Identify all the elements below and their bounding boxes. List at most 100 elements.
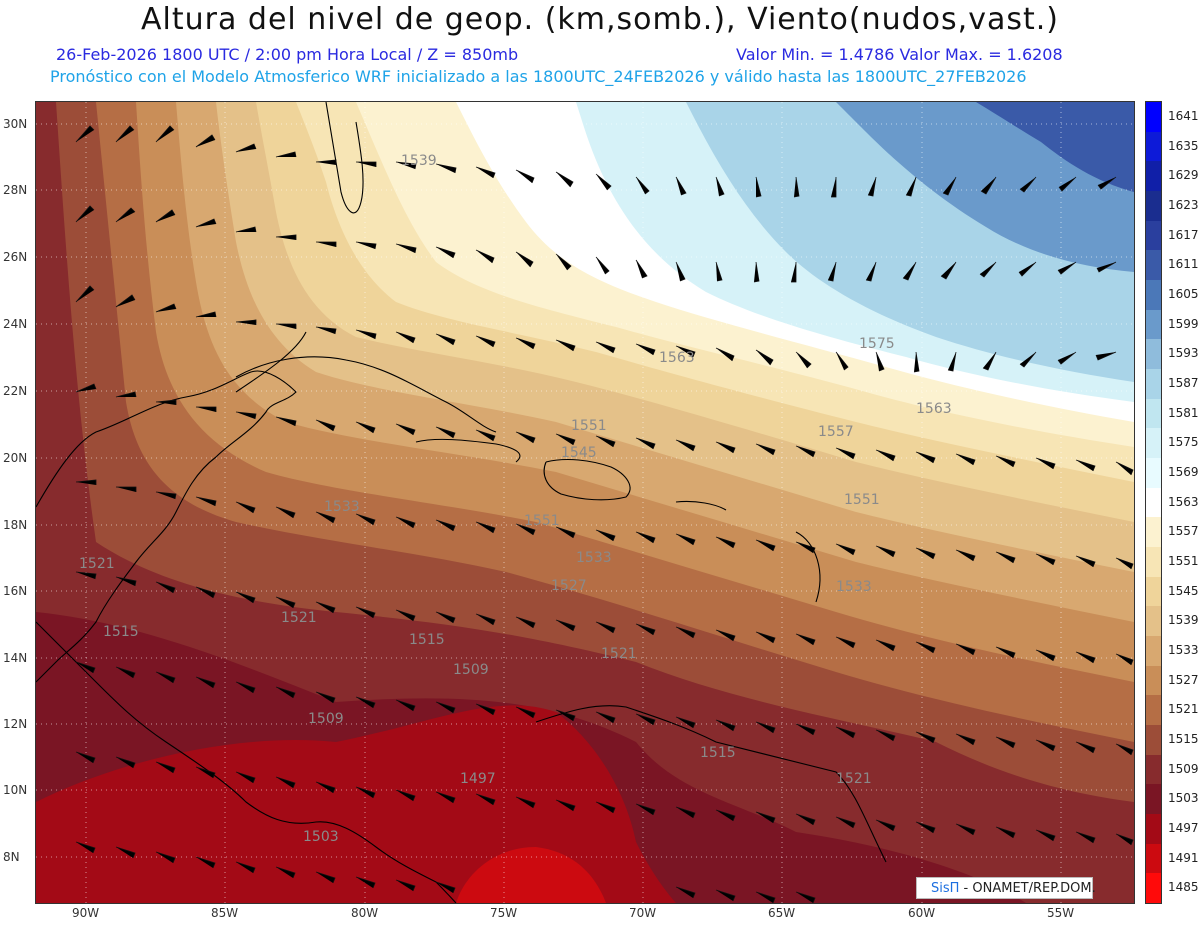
valid-time-info: 26-Feb-2026 1800 UTC / 2:00 pm Hora Loca… — [56, 45, 519, 64]
legend-level-label: 1611 — [1168, 257, 1199, 272]
legend-swatch — [1146, 725, 1161, 756]
contour-label: 1509 — [453, 662, 489, 678]
legend-swatch — [1146, 576, 1161, 607]
geopotential-map-svg: 1539 1563 1575 1563 1557 1551 1545 1551 … — [36, 102, 1134, 903]
lat-label: 12N — [3, 717, 28, 731]
legend-swatch — [1146, 191, 1161, 222]
contour-label: 1521 — [601, 646, 637, 662]
legend-level-label: 1641 — [1168, 108, 1199, 123]
legend-level-label: 1557 — [1168, 524, 1199, 539]
legend-swatch — [1146, 695, 1161, 726]
legend-level-label: 1509 — [1168, 761, 1199, 776]
contour-label: 1527 — [551, 578, 587, 594]
legend-level-label: 1575 — [1168, 435, 1199, 450]
lat-label: 18N — [3, 518, 28, 532]
lat-label: 30N — [3, 117, 28, 131]
contour-label: 1557 — [818, 424, 854, 440]
contour-label: 1563 — [659, 350, 695, 366]
legend-level-label: 1593 — [1168, 346, 1199, 361]
contour-label: 1521 — [281, 610, 317, 626]
lat-label: 24N — [3, 317, 28, 331]
lon-label: 85W — [211, 906, 239, 920]
contour-label: 1533 — [576, 550, 612, 566]
contour-label: 1539 — [401, 153, 437, 169]
legend-swatch — [1146, 102, 1161, 133]
legend-swatch — [1146, 161, 1161, 192]
legend-swatch — [1146, 873, 1161, 904]
legend-swatch — [1146, 369, 1161, 400]
legend-level-label: 1527 — [1168, 672, 1199, 687]
lat-label: 14N — [3, 651, 28, 665]
legend-level-label: 1551 — [1168, 553, 1199, 568]
coastlines — [36, 102, 887, 903]
contour-label: 1575 — [859, 336, 895, 352]
lon-label: 65W — [768, 906, 796, 920]
lon-label: 80W — [351, 906, 379, 920]
contour-label: 1563 — [916, 401, 952, 417]
graticule — [36, 102, 1134, 903]
contour-label: 1515 — [409, 632, 445, 648]
contour-label: 1521 — [79, 556, 115, 572]
contour-label: 1533 — [836, 579, 872, 595]
legend-level-label: 1623 — [1168, 197, 1199, 212]
contour-label: 1533 — [324, 499, 360, 515]
color-legend — [1145, 101, 1162, 904]
legend-level-label: 1497 — [1168, 820, 1199, 835]
lat-label: 26N — [3, 250, 28, 264]
legend-swatch — [1146, 131, 1161, 162]
contour-label: 1509 — [308, 711, 344, 727]
band-1491 — [456, 847, 606, 903]
legend-swatch — [1146, 339, 1161, 370]
lon-label: 70W — [629, 906, 657, 920]
contour-label: 1551 — [844, 492, 880, 508]
legend-swatch — [1146, 636, 1161, 667]
legend-swatch — [1146, 280, 1161, 311]
band-1605 — [976, 102, 1134, 192]
lon-label: 90W — [72, 906, 100, 920]
contour-label: 1551 — [524, 513, 560, 529]
lon-label: 55W — [1047, 906, 1075, 920]
brand-logo: SisΠ — [931, 881, 960, 896]
credit-box: SisΠ - ONAMET/REP.DOM. — [916, 877, 1096, 899]
legend-swatch — [1146, 754, 1161, 785]
legend-level-label: 1485 — [1168, 880, 1199, 895]
legend-swatch — [1146, 784, 1161, 815]
legend-level-label: 1563 — [1168, 494, 1199, 509]
legend-level-label: 1599 — [1168, 316, 1199, 331]
lon-label: 60W — [908, 906, 936, 920]
contour-label: 1497 — [460, 771, 496, 787]
legend-swatch — [1146, 309, 1161, 340]
legend-swatch — [1146, 665, 1161, 696]
credit-text: - ONAMET/REP.DOM. — [959, 881, 1096, 896]
legend-level-label: 1581 — [1168, 405, 1199, 420]
contour-label: 1545 — [561, 445, 597, 461]
lat-label: 8N — [3, 850, 20, 864]
legend-level-label: 1587 — [1168, 375, 1199, 390]
contour-label: 1521 — [836, 771, 872, 787]
legend-level-label: 1629 — [1168, 168, 1199, 183]
lat-label: 22N — [3, 384, 28, 398]
legend-swatch — [1146, 547, 1161, 578]
legend-swatch — [1146, 398, 1161, 429]
lat-label: 28N — [3, 183, 28, 197]
legend-swatch — [1146, 517, 1161, 548]
contour-label: 1503 — [303, 829, 339, 845]
contour-labels: 1539 1563 1575 1563 1557 1551 1545 1551 … — [79, 153, 952, 845]
legend-level-label: 1545 — [1168, 583, 1199, 598]
legend-swatch — [1146, 814, 1161, 845]
legend-swatch — [1146, 220, 1161, 251]
legend-level-label: 1605 — [1168, 286, 1199, 301]
legend-level-label: 1521 — [1168, 702, 1199, 717]
contour-label: 1551 — [571, 418, 607, 434]
legend-swatch — [1146, 843, 1161, 874]
model-info: Pronóstico con el Modelo Atmosferico WRF… — [50, 67, 1027, 86]
legend-level-label: 1515 — [1168, 731, 1199, 746]
legend-level-label: 1635 — [1168, 138, 1199, 153]
lon-label: 75W — [490, 906, 518, 920]
legend-level-label: 1533 — [1168, 642, 1199, 657]
legend-swatch — [1146, 606, 1161, 637]
legend-level-label: 1503 — [1168, 791, 1199, 806]
contour-label: 1515 — [103, 624, 139, 640]
forecast-map: 1539 1563 1575 1563 1557 1551 1545 1551 … — [35, 101, 1135, 904]
min-max-values: Valor Min. = 1.4786 Valor Max. = 1.6208 — [736, 45, 1063, 64]
